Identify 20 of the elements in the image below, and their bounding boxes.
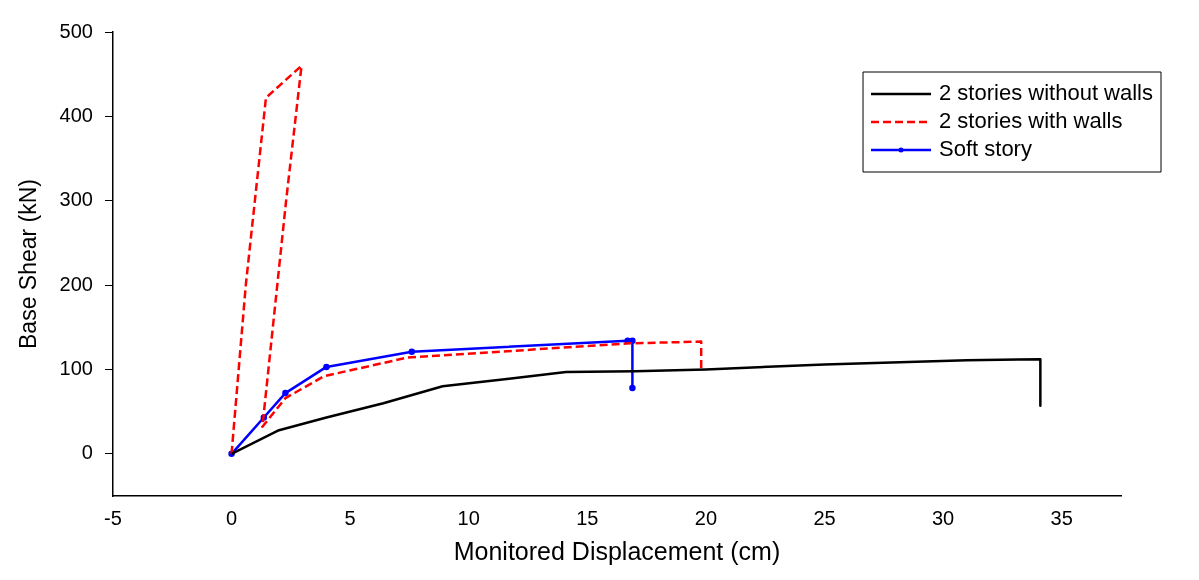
x-tick-label: 10 (457, 506, 480, 529)
x-tick-label: 25 (813, 506, 836, 529)
x-axis-title: Monitored Displacement (cm) (453, 536, 781, 565)
x-tick-label: 35 (1050, 506, 1073, 529)
y-tick-label: 300 (59, 188, 93, 211)
y-tick-label: 200 (59, 272, 93, 295)
legend-label: 2 stories with walls (939, 108, 1123, 134)
x-tick-label: 15 (576, 506, 599, 529)
y-axis-title: Base Shear (kN) (15, 178, 42, 350)
legend-label: Soft story (939, 136, 1032, 162)
y-tick-label: 0 (81, 441, 93, 464)
legend-label: 2 stories without walls (939, 80, 1154, 106)
y-tick-label: 100 (59, 356, 93, 379)
y-tick-label: 400 (59, 103, 93, 126)
x-tick-label: 5 (344, 506, 356, 529)
x-tick-label: 30 (931, 506, 955, 529)
x-tick-label: 20 (694, 506, 718, 529)
x-tick-label: 0 (226, 506, 238, 529)
y-tick-label: 500 (59, 19, 93, 42)
x-tick-label: -5 (104, 506, 122, 529)
